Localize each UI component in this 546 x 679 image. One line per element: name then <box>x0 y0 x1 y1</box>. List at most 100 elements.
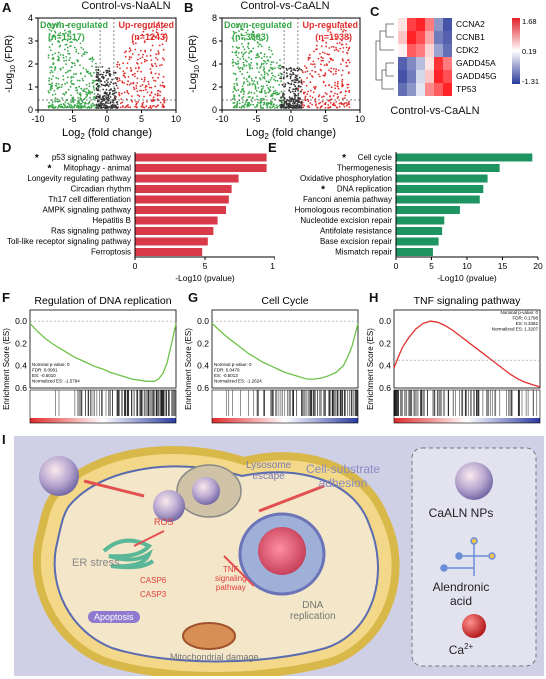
down-point <box>274 89 277 92</box>
up-point <box>161 81 164 84</box>
down-point <box>66 24 69 27</box>
up-point <box>156 58 159 61</box>
down-point <box>57 77 60 80</box>
up-point <box>326 93 328 95</box>
bar-chart-d: p53 signaling pathway*Mitophagy - animal… <box>7 152 275 283</box>
up-point <box>146 55 148 57</box>
up-point <box>328 47 331 49</box>
down-point <box>73 73 75 75</box>
down-point <box>250 91 253 94</box>
down-point <box>71 98 74 100</box>
up-point <box>327 106 329 109</box>
up-point <box>304 97 307 99</box>
up-point <box>306 77 308 79</box>
up-point <box>346 65 349 67</box>
down-point <box>64 48 66 51</box>
ns-point <box>101 96 104 99</box>
gene-label: CDK2 <box>456 45 479 55</box>
up-point <box>332 67 335 70</box>
down-point <box>50 69 53 72</box>
up-count: (n=1938) <box>315 32 352 42</box>
nanoparticle-outside <box>39 456 79 496</box>
down-point <box>268 46 271 49</box>
down-point <box>61 83 63 86</box>
up-point <box>135 87 138 89</box>
up-point <box>122 62 124 65</box>
down-point <box>86 94 89 97</box>
heatmap-cell <box>425 31 434 44</box>
down-point <box>268 81 271 84</box>
down-point <box>69 41 72 44</box>
down-point <box>259 67 261 69</box>
up-point <box>332 95 335 97</box>
bar-category-label: Thermogenesis <box>337 164 392 173</box>
gsea-stat: FDR: 0.0081 <box>32 368 58 373</box>
arrow-adhesion <box>258 484 325 513</box>
down-point <box>53 24 55 26</box>
down-point <box>58 105 61 108</box>
down-point <box>243 52 246 55</box>
down-point <box>90 106 93 108</box>
down-point <box>74 64 76 67</box>
up-point <box>151 36 154 39</box>
down-point <box>263 66 265 69</box>
color-scale-bar <box>512 18 520 84</box>
ns-point <box>285 67 288 70</box>
down-point <box>252 47 255 50</box>
ns-point <box>109 107 112 109</box>
down-point <box>66 71 69 73</box>
ns-point <box>96 82 99 85</box>
up-point <box>150 86 153 89</box>
down-point <box>274 75 276 78</box>
up-point <box>307 58 310 61</box>
up-count: (n=1243) <box>131 32 168 42</box>
ns-point <box>296 75 298 78</box>
down-point <box>271 67 274 69</box>
down-point <box>242 90 245 92</box>
up-point <box>124 76 127 79</box>
bar <box>396 237 439 246</box>
up-point <box>341 69 344 72</box>
ns-point <box>300 68 302 71</box>
ns-point <box>280 99 283 102</box>
up-point <box>326 53 329 56</box>
ns-point <box>292 98 294 101</box>
bar-category-label: Circadian rhythm <box>71 185 132 194</box>
down-point <box>80 102 83 105</box>
ns-point <box>106 92 108 94</box>
down-point <box>64 106 67 108</box>
down-point <box>71 105 73 108</box>
down-point <box>263 77 266 80</box>
down-point <box>259 43 262 46</box>
up-point <box>338 105 341 108</box>
down-point <box>48 83 51 86</box>
enrichment-curve <box>211 322 359 380</box>
ns-point <box>108 97 110 100</box>
x-tick-label: 0 <box>394 261 399 271</box>
down-point <box>241 85 244 88</box>
down-point <box>248 84 251 86</box>
down-point <box>62 75 64 77</box>
down-point <box>81 106 84 108</box>
ns-point <box>294 76 297 79</box>
down-point <box>256 56 259 59</box>
ns-point <box>111 101 114 103</box>
down-point <box>85 68 88 71</box>
down-point <box>57 86 60 89</box>
down-point <box>73 46 76 49</box>
down-point <box>67 88 70 91</box>
up-point <box>314 87 317 90</box>
down-point <box>72 96 75 99</box>
down-point <box>54 84 57 87</box>
down-point <box>242 28 244 31</box>
scale-mid: 0.19 <box>522 47 537 56</box>
down-point <box>252 31 255 34</box>
down-point <box>66 81 68 84</box>
up-point <box>122 105 124 107</box>
down-point <box>52 57 55 59</box>
down-point <box>275 104 278 107</box>
down-point <box>92 87 95 89</box>
ns-point <box>299 85 302 88</box>
down-point <box>246 103 249 106</box>
down-point <box>52 75 54 77</box>
